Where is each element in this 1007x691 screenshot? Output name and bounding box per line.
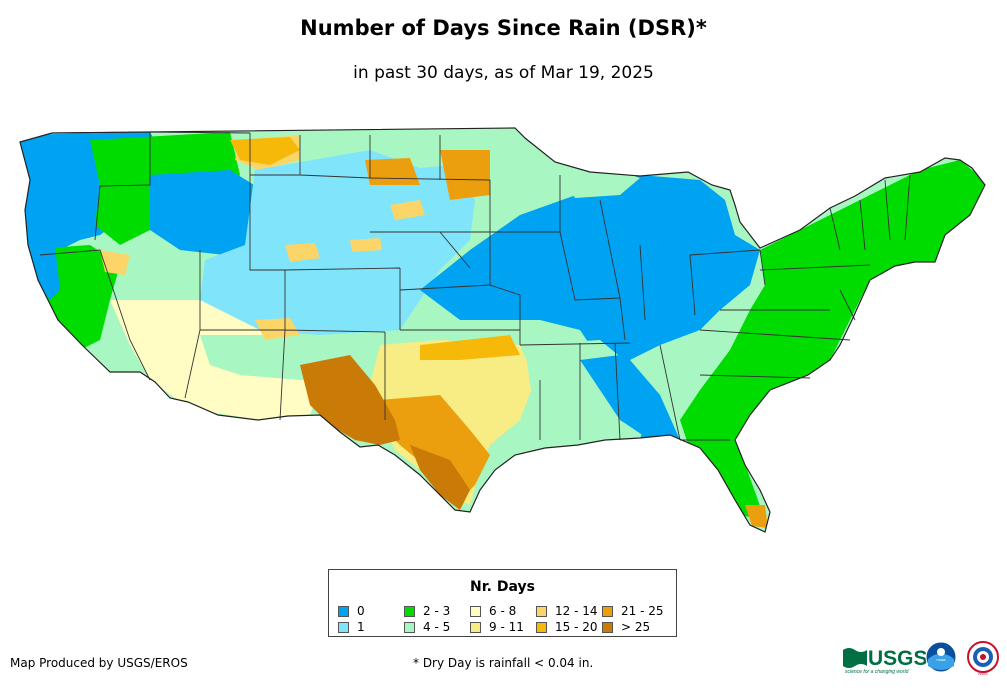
legend-label: 1 xyxy=(357,620,365,634)
legend-swatch xyxy=(404,605,415,617)
region-12-14-patch-wy xyxy=(285,243,320,262)
legend-label: 2 - 3 xyxy=(423,604,451,618)
usgs-logo-icon: USGS science for a changing world xyxy=(843,647,928,675)
legend-item: 9 - 11 xyxy=(470,619,536,635)
region-12-14-patch-co xyxy=(255,318,300,340)
nws-logo-icon: NWS xyxy=(967,641,999,676)
legend-item: 2 - 3 xyxy=(404,603,470,619)
legend-swatch xyxy=(602,605,613,617)
region-21-25-florida xyxy=(745,505,768,528)
legend-swatch xyxy=(470,621,481,633)
region-4-5-dakota-north xyxy=(300,135,455,168)
region-15-20-montana xyxy=(230,137,300,165)
legend-label: 9 - 11 xyxy=(489,620,524,634)
map-subtitle: in past 30 days, as of Mar 19, 2025 xyxy=(353,63,654,83)
legend-swatch xyxy=(338,605,349,617)
region-4-5-minnesota xyxy=(560,168,640,198)
noaa-logo-icon: noaa xyxy=(925,641,957,673)
legend-swatch xyxy=(338,621,349,633)
legend-swatch xyxy=(536,621,547,633)
legend-item: 21 - 25 xyxy=(602,603,668,619)
legend-swatch xyxy=(536,605,547,617)
legend-label: 0 xyxy=(357,604,365,618)
legend-swatch xyxy=(470,605,481,617)
legend-item: > 25 xyxy=(602,619,668,635)
usgs-tagline: science for a changing world xyxy=(845,669,909,675)
region-0-midwest xyxy=(420,175,760,445)
legend-item: 0 xyxy=(338,603,404,619)
map-title: Number of Days Since Rain (DSR)* xyxy=(300,16,707,40)
legend-grid: 0 1 2 - 3 4 - 5 6 - 8 9 - 11 12 - 14 15 - 20 21 … xyxy=(338,603,668,635)
usgs-logo-text: USGS xyxy=(868,647,928,670)
region-0-rockies xyxy=(150,170,270,255)
legend-box: Nr. Days 0 1 2 - 3 4 - 5 6 - 8 9 - 11 12 - 14 1… xyxy=(328,569,677,637)
credit-text: Map Produced by USGS/EROS xyxy=(10,656,188,670)
region-1-plains xyxy=(200,150,475,335)
footnote-text: * Dry Day is rainfall < 0.04 in. xyxy=(413,656,594,670)
region-0-norcal xyxy=(25,245,60,300)
legend-item: 12 - 14 xyxy=(536,603,602,619)
region-21-25-nd-east xyxy=(440,150,490,200)
precip-field xyxy=(20,128,985,532)
legend-item: 6 - 8 xyxy=(470,603,536,619)
legend-swatch xyxy=(404,621,415,633)
legend-label: > 25 xyxy=(621,620,651,634)
region-15-20-oklahoma xyxy=(420,335,520,360)
region-12-14-nevada xyxy=(100,250,130,275)
state-boundaries xyxy=(19,127,986,533)
region-0-alabama xyxy=(580,355,675,440)
region-12-14-patch-ne xyxy=(350,238,382,252)
legend-label: 12 - 14 xyxy=(555,604,598,618)
legend-label: 21 - 25 xyxy=(621,604,664,618)
us-dsr-map xyxy=(19,127,986,533)
region-25plus-westtx xyxy=(300,355,400,445)
region-2-3-east xyxy=(680,160,985,520)
legend-label: 4 - 5 xyxy=(423,620,451,634)
legend-label: 15 - 20 xyxy=(555,620,598,634)
legend-item: 4 - 5 xyxy=(404,619,470,635)
agency-logos: USGS science for a changing world noaa N… xyxy=(843,641,999,676)
nws-logo-text: NWS xyxy=(978,671,988,676)
region-12-14-patch-sd xyxy=(390,200,425,220)
legend-title: Nr. Days xyxy=(470,579,535,595)
noaa-logo-text: noaa xyxy=(937,657,947,662)
legend-swatch xyxy=(602,621,613,633)
region-21-25-texas xyxy=(380,395,490,500)
region-25plus-southtx xyxy=(410,445,470,510)
legend-item: 15 - 20 xyxy=(536,619,602,635)
legend-label: 6 - 8 xyxy=(489,604,517,618)
legend-item: 1 xyxy=(338,619,404,635)
